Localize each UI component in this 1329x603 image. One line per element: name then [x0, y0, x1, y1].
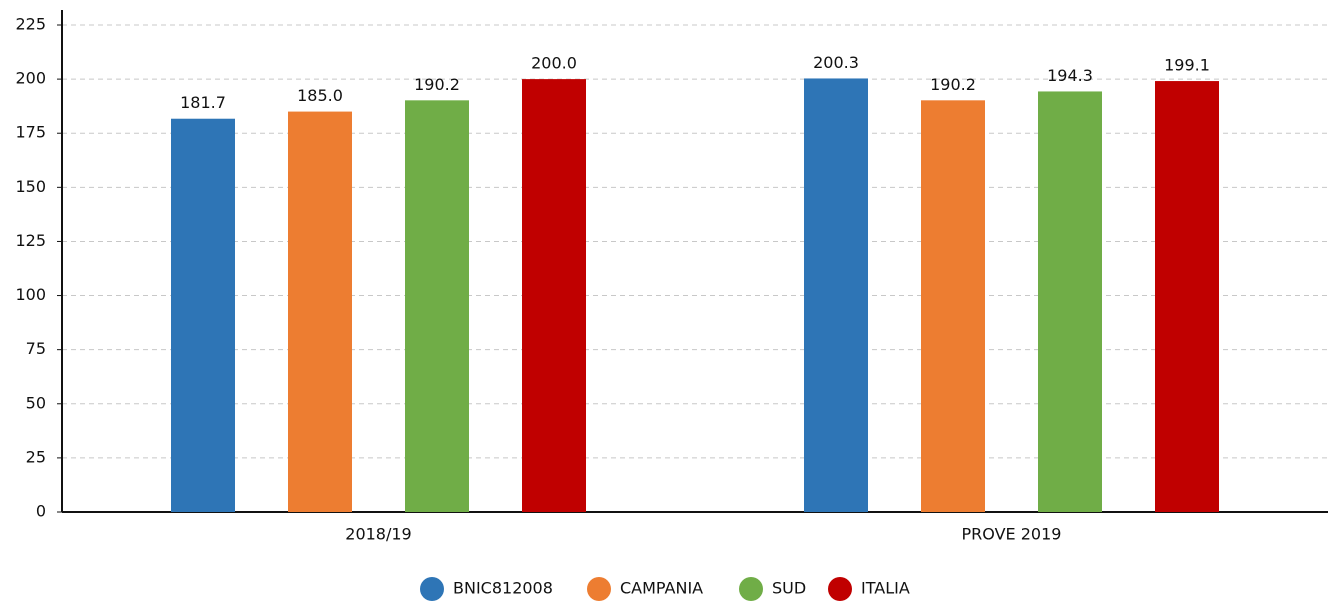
y-tick-label: 75	[26, 339, 46, 358]
bar	[921, 100, 985, 513]
bar	[405, 100, 469, 513]
bar	[522, 79, 586, 512]
legend-label: CAMPANIA	[620, 579, 703, 598]
legend-label: SUD	[772, 579, 806, 598]
legend-label: ITALIA	[861, 579, 910, 598]
y-tick-label: 150	[15, 177, 46, 196]
y-tick-label: 100	[15, 285, 46, 304]
legend-marker	[739, 577, 763, 601]
y-tick-label: 200	[15, 69, 46, 88]
y-tick-label: 175	[15, 123, 46, 142]
value-label: 181.7	[180, 93, 226, 112]
y-tick-label: 225	[15, 15, 46, 34]
bar	[1155, 81, 1219, 512]
value-label: 200.0	[531, 54, 577, 73]
value-label: 194.3	[1047, 66, 1093, 85]
legend-marker	[420, 577, 444, 601]
value-label: 200.3	[813, 53, 859, 72]
legend-label: BNIC812008	[453, 579, 553, 598]
bar	[1038, 91, 1102, 512]
y-tick-label: 25	[26, 447, 46, 466]
bar	[171, 118, 235, 512]
y-tick-label: 0	[36, 502, 46, 521]
bar	[804, 78, 868, 512]
value-label: 185.0	[297, 86, 343, 105]
value-label: 190.2	[414, 75, 460, 94]
bar	[288, 111, 352, 513]
value-label: 199.1	[1164, 56, 1210, 75]
legend-marker	[587, 577, 611, 601]
legend-marker	[828, 577, 852, 601]
x-tick-label: 2018/19	[345, 525, 411, 544]
y-tick-label: 125	[15, 231, 46, 250]
y-tick-label: 50	[26, 393, 46, 412]
value-label: 190.2	[930, 75, 976, 94]
x-tick-label: PROVE 2019	[962, 525, 1062, 544]
